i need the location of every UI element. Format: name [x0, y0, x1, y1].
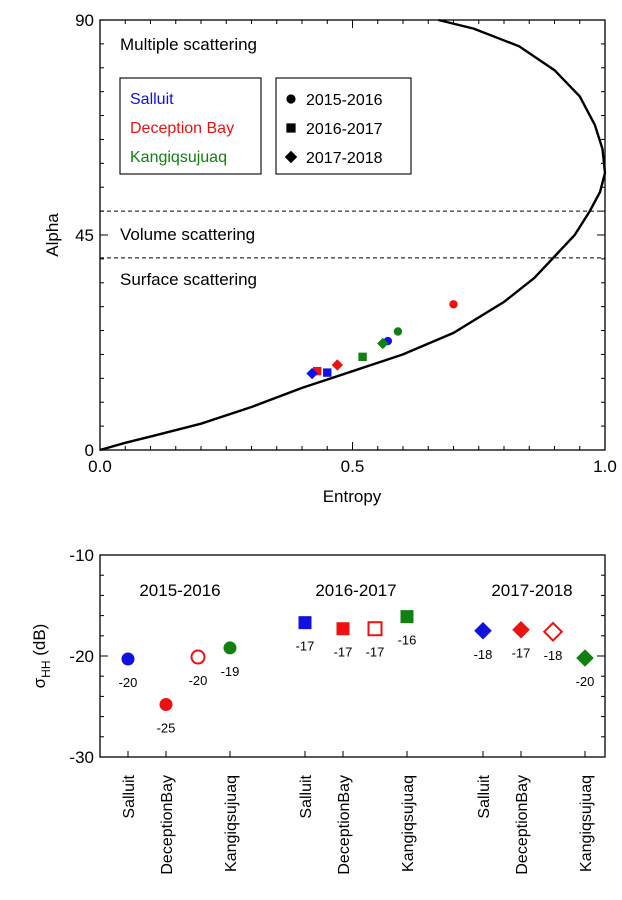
region-label-surface: Surface scattering — [120, 270, 257, 289]
category-label: DeceptionBay — [336, 775, 353, 875]
backscatter-point — [400, 610, 414, 624]
category-label: Kangiqsujuaq — [400, 775, 417, 872]
site-legend: Salluit Deception Bay Kangiqsujuaq — [119, 77, 262, 175]
chart2-ylabel: σHH (dB) — [30, 624, 53, 689]
group-label-2015-2016: 2015-2016 — [139, 581, 220, 600]
data-point — [393, 327, 403, 336]
legend-site-kangiqsujuaq: Kangiqsujuaq — [130, 149, 227, 166]
category-label: DeceptionBay — [159, 775, 176, 875]
data-label: -25 — [157, 720, 176, 735]
data-label: -17 — [512, 646, 531, 661]
entropy-alpha-chart: 0.0 0.5 1.0 0 45 90 Multiple scattering Volum… — [43, 11, 617, 506]
legend-diamond-icon — [284, 150, 298, 164]
category-label: Kangiqsujuaq — [578, 775, 595, 872]
ylabel-unit: (dB) — [30, 624, 49, 661]
chart1-ylabel: Alpha — [43, 213, 62, 257]
backscatter-point — [298, 616, 312, 630]
chart1-ticks: 0.0 0.5 1.0 0 45 90 — [75, 11, 617, 476]
data-label: -17 — [366, 645, 385, 660]
backscatter-point — [159, 697, 173, 711]
x-tick-label: 1.0 — [593, 457, 617, 476]
category-label: Salluit — [476, 774, 493, 818]
data-point — [377, 337, 389, 350]
data-label: -17 — [296, 639, 315, 654]
data-label: -18 — [474, 647, 493, 662]
backscatter-point — [512, 620, 530, 639]
group-label-2017-2018: 2017-2018 — [491, 581, 572, 600]
region-label-multiple: Multiple scattering — [120, 35, 257, 54]
region-label-volume: Volume scattering — [120, 225, 255, 244]
chart1-xlabel: Entropy — [323, 487, 382, 506]
chart1-dividers — [100, 210, 605, 259]
y-tick-label: -20 — [69, 647, 94, 666]
data-point — [312, 366, 322, 376]
backscatter-point — [336, 622, 350, 636]
backscatter-point — [223, 641, 237, 655]
x-tick-label: 0.0 — [88, 457, 112, 476]
data-label: -19 — [221, 664, 240, 679]
backscatter-point — [190, 649, 206, 665]
backscatter-chart: -10-20-30 2015-2016 2016-2017 2017-2018 … — [30, 546, 606, 875]
y-tick-label: -30 — [69, 748, 94, 767]
data-label: -20 — [576, 674, 595, 689]
category-label: Salluit — [121, 774, 138, 818]
group-label-2016-2017: 2016-2017 — [315, 581, 396, 600]
data-point — [331, 359, 344, 371]
backscatter-point — [367, 621, 383, 637]
category-label: DeceptionBay — [514, 775, 531, 875]
backscatter-point — [474, 621, 492, 640]
year-legend-box — [275, 77, 412, 175]
site-legend-box — [119, 77, 262, 175]
chart2-ticks: -10 -20 -30 — [69, 546, 605, 767]
category-label: Salluit — [298, 774, 315, 818]
data-point — [323, 368, 332, 377]
chart1-points — [306, 300, 458, 380]
y-tick-label: 90 — [75, 11, 94, 30]
y-tick-label: 0 — [85, 441, 94, 460]
data-label: -17 — [334, 645, 353, 660]
backscatter-point — [121, 652, 135, 666]
legend-square-icon — [286, 123, 296, 133]
legend-year-2016-2017: 2016-2017 — [306, 121, 383, 138]
data-point — [306, 367, 318, 380]
year-legend: 2015-2016 2016-2017 2017-2018 — [275, 77, 412, 175]
y-tick-label: 45 — [75, 226, 94, 245]
data-label: -18 — [544, 648, 563, 663]
data-label: -16 — [398, 633, 417, 648]
ylabel-subscript: HH — [39, 661, 53, 678]
backscatter-point — [576, 649, 594, 667]
backscatter-point — [542, 621, 564, 642]
category-label: Kangiqsujuaq — [223, 775, 240, 872]
data-label: -20 — [119, 675, 138, 690]
legend-year-2017-2018: 2017-2018 — [306, 150, 383, 167]
data-point — [449, 300, 458, 309]
legend-year-2015-2016: 2015-2016 — [306, 92, 383, 109]
ylabel-sigma: σ — [30, 677, 49, 688]
x-tick-label: 0.5 — [341, 457, 365, 476]
chart2-points: -20 -25 -20 -19 -17 -17 -17 -16 -18 -17 -18 -20 — [119, 610, 595, 735]
chart2-category-labels: Salluit DeceptionBay Kangiqsujuaq Salluit De… — [121, 774, 595, 874]
legend-site-salluit: Salluit — [130, 91, 174, 108]
data-point — [358, 352, 367, 362]
legend-site-deception-bay: Deception Bay — [130, 120, 234, 137]
boundary-curve — [99, 18, 607, 452]
data-label: -20 — [189, 673, 208, 688]
y-tick-label: -10 — [69, 546, 94, 565]
legend-circle-icon — [286, 94, 296, 104]
